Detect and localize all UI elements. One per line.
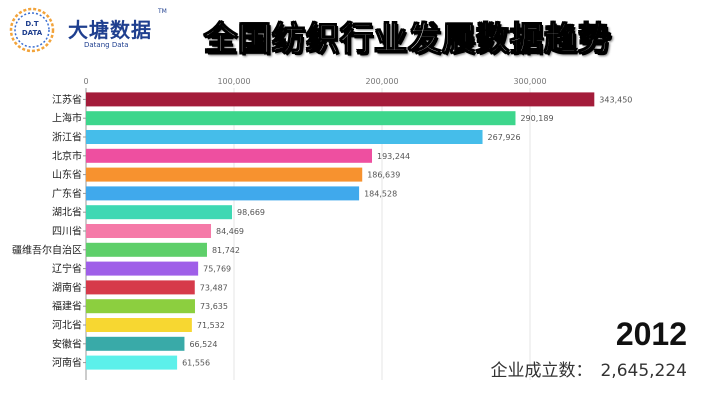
data-label: 71,532	[197, 321, 225, 330]
category-label: 安徽省	[52, 337, 82, 350]
brand-name: 大塘数据	[68, 18, 152, 42]
bar	[86, 205, 233, 220]
data-label: 267,926	[488, 133, 521, 142]
trademark-mark: TM	[158, 8, 167, 15]
x-tick-label: 100,000	[217, 77, 250, 86]
bar	[86, 167, 363, 182]
x-tick-label: 200,000	[365, 77, 398, 86]
logo-badge-line2: DATA	[21, 29, 43, 37]
category-label: 辽宁省	[52, 262, 82, 275]
logo-badge-line1: D.T	[25, 20, 39, 28]
bar	[86, 355, 178, 370]
category-label: 湖南省	[52, 281, 82, 294]
x-tick-label: 0	[83, 77, 88, 86]
category-label: 浙江省	[52, 131, 82, 144]
category-label: 疆维吾尔自治区	[12, 243, 82, 256]
brand-logo: D.T DATA 大塘数据 TM Datang Data	[8, 6, 178, 56]
data-label: 66,524	[189, 340, 217, 349]
data-label: 73,635	[200, 302, 228, 311]
bar	[86, 261, 199, 276]
category-label: 山东省	[52, 168, 82, 181]
category-label: 广东省	[52, 187, 82, 200]
bar	[86, 336, 185, 351]
total-label: 企业成立数：	[490, 361, 593, 381]
category-label: 上海市	[52, 112, 82, 125]
bar	[86, 280, 195, 295]
bar	[86, 148, 373, 163]
data-label: 290,189	[520, 114, 553, 123]
page-title: 全国纺织行业发展数据趋势	[203, 18, 612, 58]
category-label: 河南省	[52, 356, 82, 369]
bar	[86, 299, 195, 314]
bar	[86, 130, 483, 144]
data-label: 343,450	[599, 95, 632, 104]
data-label: 84,469	[216, 227, 244, 236]
bar	[86, 92, 595, 107]
data-label: 81,742	[212, 246, 240, 255]
data-label: 184,528	[364, 189, 397, 198]
bar	[86, 242, 207, 257]
category-label: 河北省	[52, 319, 82, 332]
brand-subtitle: Datang Data	[84, 41, 129, 49]
total-value: 2,645,224	[600, 361, 687, 381]
bar	[86, 318, 192, 332]
data-label: 186,639	[367, 171, 400, 180]
year-label: 2012	[615, 316, 687, 352]
bar	[86, 111, 516, 126]
category-label: 福建省	[52, 300, 82, 313]
bar	[86, 224, 212, 238]
data-label: 98,669	[237, 208, 265, 217]
data-label: 75,769	[203, 265, 231, 274]
category-label: 北京市	[52, 149, 82, 162]
data-label: 193,244	[377, 152, 410, 161]
category-label: 江苏省	[52, 93, 82, 106]
category-label: 湖北省	[52, 206, 82, 219]
data-label: 73,487	[200, 283, 228, 292]
logo-badge-icon	[9, 7, 55, 53]
data-label: 61,556	[182, 359, 210, 368]
total-row: 企业成立数： 2,645,224	[490, 356, 687, 381]
x-tick-label: 300,000	[513, 77, 546, 86]
category-label: 四川省	[52, 225, 82, 238]
bar	[86, 186, 360, 201]
